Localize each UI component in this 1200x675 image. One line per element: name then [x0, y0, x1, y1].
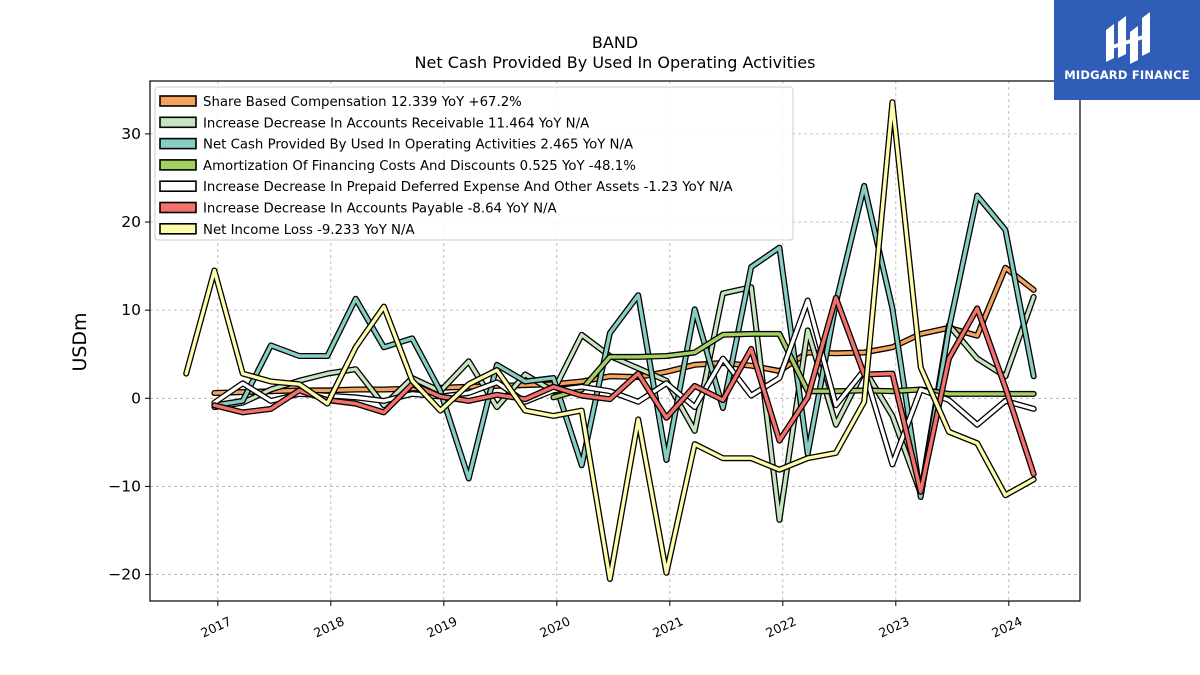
x-tick-label: 2022: [763, 613, 798, 640]
x-tick-label: 2024: [989, 613, 1024, 640]
legend-swatch: [159, 116, 197, 129]
brand-name: MIDGARD FINANCE: [1064, 68, 1190, 82]
series-line-5: [212, 298, 1036, 467]
legend-label: Share Based Compensation 12.339 YoY +67.…: [203, 95, 522, 110]
legend-label: Increase Decrease In Accounts Receivable…: [203, 116, 589, 131]
legend-label: Increase Decrease In Prepaid Deferred Ex…: [203, 180, 733, 195]
x-tick-label: 2019: [424, 613, 459, 640]
legend-label: Amortization Of Financing Costs And Disc…: [203, 159, 636, 174]
legend-swatch: [159, 201, 197, 214]
legend-label: Net Income Loss -9.233 YoY N/A: [203, 223, 415, 238]
x-tick-label: 2023: [876, 613, 911, 640]
series-line-7: [184, 100, 1036, 581]
series-line-6: [212, 296, 1036, 494]
x-tick-label: 2017: [198, 613, 233, 640]
y-tick-label: 20: [121, 213, 141, 231]
y-tick-label: −10: [108, 477, 141, 495]
series-lines: [183, 99, 1037, 582]
chart-subtitle: Net Cash Provided By Used In Operating A…: [415, 53, 816, 72]
y-tick-label: −20: [108, 566, 141, 584]
chart-title: BAND: [592, 33, 638, 52]
legend-swatch: [159, 159, 197, 171]
y-axis-label: USDm: [69, 312, 91, 371]
series-line-3: [212, 184, 1036, 499]
legend-swatch: [159, 137, 197, 150]
legend-label: Increase Decrease In Accounts Payable -8…: [203, 202, 557, 217]
brand-mark-icon: [1106, 12, 1150, 64]
legend-swatch: [159, 95, 197, 107]
legend-label: Net Cash Provided By Used In Operating A…: [203, 138, 633, 153]
brand-logo: MIDGARD FINANCE: [1054, 0, 1200, 100]
y-tick-label: 10: [121, 301, 141, 319]
plot-frame: [149, 80, 1081, 602]
legend-swatch: [159, 223, 197, 235]
legend: Share Based Compensation 12.339 YoY +67.…: [154, 86, 794, 241]
x-tick-label: 2020: [537, 613, 572, 640]
legend-swatch: [159, 180, 197, 192]
series-line-2: [212, 285, 1036, 522]
x-tick-label: 2018: [311, 613, 346, 640]
x-tick-label: 2021: [650, 613, 685, 640]
y-tick-label: 0: [131, 389, 141, 407]
series-line-4: [551, 332, 1036, 400]
legend-box: [154, 86, 794, 241]
y-tick-label: 30: [121, 125, 141, 143]
